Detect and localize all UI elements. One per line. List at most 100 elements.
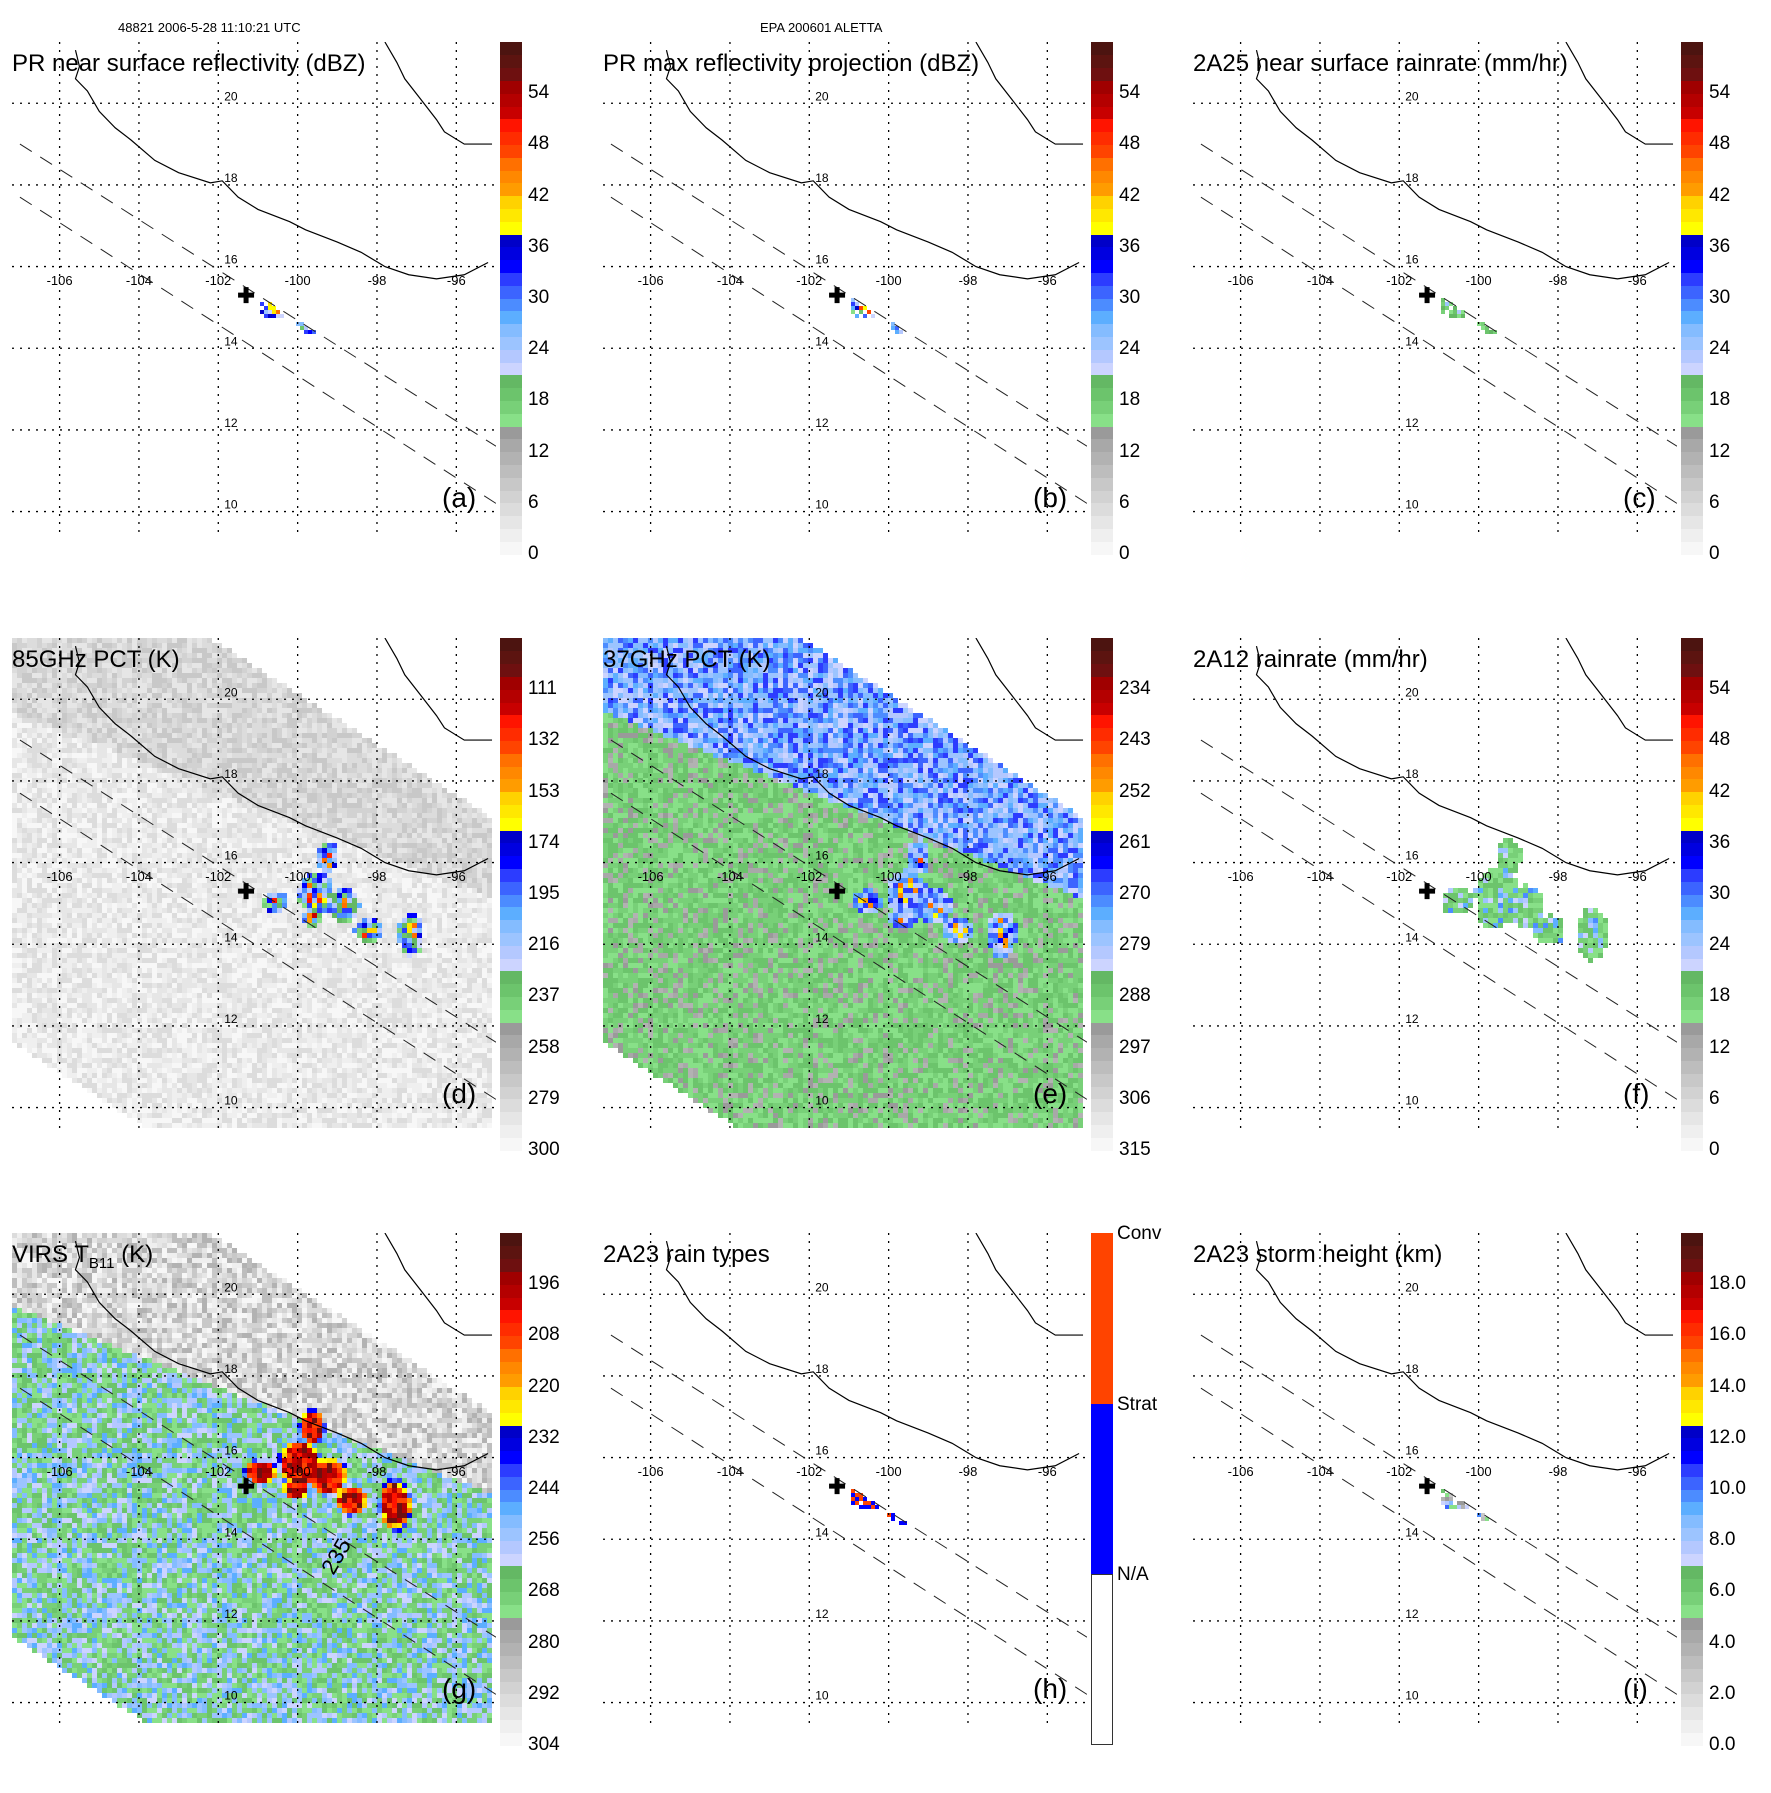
pixel [92,713,97,718]
pixel [117,933,122,938]
pixel [17,888,22,893]
pixel [12,803,17,808]
colorbar-segment [500,170,522,183]
pixel [162,733,167,738]
pixel [252,753,257,758]
pixel [22,1033,27,1038]
pixel [17,743,22,748]
pixel [137,688,142,693]
pixel [87,733,92,738]
pixel [182,763,187,768]
pixel [102,863,107,868]
pixel [62,828,67,833]
pixel [92,813,97,818]
pixel [257,1073,262,1078]
pixel [127,698,132,703]
pixel [242,838,247,843]
pixel [112,913,117,918]
pixel [82,713,87,718]
pixel [97,968,102,973]
pixel [52,743,57,748]
pixel [117,688,122,693]
pixel [137,793,142,798]
pixel [17,873,22,878]
pixel [207,663,212,668]
pixel [77,913,82,918]
pixel [37,1048,42,1053]
pixel [102,888,107,893]
pixel [77,768,82,773]
pixel [117,918,122,923]
pixel [82,753,87,758]
pixel [82,838,87,843]
pixel [72,993,77,998]
pixel [187,908,192,913]
pixel [217,1088,222,1093]
pixel [32,798,37,803]
pixel [102,803,107,808]
colorbar-tick-label: 6 [528,492,539,514]
pixel [137,728,142,733]
pixel [97,833,102,838]
pixel [32,913,37,918]
pixel [92,843,97,848]
pixel [202,733,207,738]
pixel [22,858,27,863]
pixel [212,813,217,818]
pixel [217,713,222,718]
pixel [247,908,252,913]
pixel [117,843,122,848]
pixel [157,1118,162,1123]
pixel [127,708,132,713]
pixel [247,773,252,778]
pixel [162,1058,167,1063]
pixel [27,933,32,938]
pixel [257,1098,262,1103]
pixel [142,1083,147,1088]
pixel [132,813,137,818]
pixel [12,808,17,813]
pixel [137,1048,142,1053]
colorbar-segment [1681,528,1703,541]
pixel [12,693,17,698]
pixel [202,958,207,963]
pixel [891,322,895,326]
pixel [202,688,207,693]
pixel [32,783,37,788]
pixel [177,818,182,823]
pixel [97,818,102,823]
pixel [17,948,22,953]
pixel [162,958,167,963]
pixel [112,903,117,908]
pixel [192,923,197,928]
pixel [87,713,92,718]
pixel [112,783,117,788]
pixel [102,1048,107,1053]
pixel [167,718,172,723]
pixel [72,813,77,818]
pixel [117,988,122,993]
pixel [222,668,227,673]
pixel [207,1053,212,1058]
pixel [77,988,82,993]
pixel [52,733,57,738]
pixel [242,788,247,793]
pixel [207,648,212,653]
pixel [82,1038,87,1043]
pixel [17,678,22,683]
pixel [47,1013,52,1018]
pixel [72,988,77,993]
colorbar-segment [1681,362,1703,375]
pixel [252,813,257,818]
pixel [32,693,37,698]
pixel [127,978,132,983]
pixel [177,868,182,873]
pixel [142,963,147,968]
pixel [67,903,72,908]
pixel [182,888,187,893]
pixel [207,923,212,928]
colorbar-segment [500,477,522,490]
pixel [227,993,232,998]
pixel [187,1098,192,1103]
pixel [67,973,72,978]
